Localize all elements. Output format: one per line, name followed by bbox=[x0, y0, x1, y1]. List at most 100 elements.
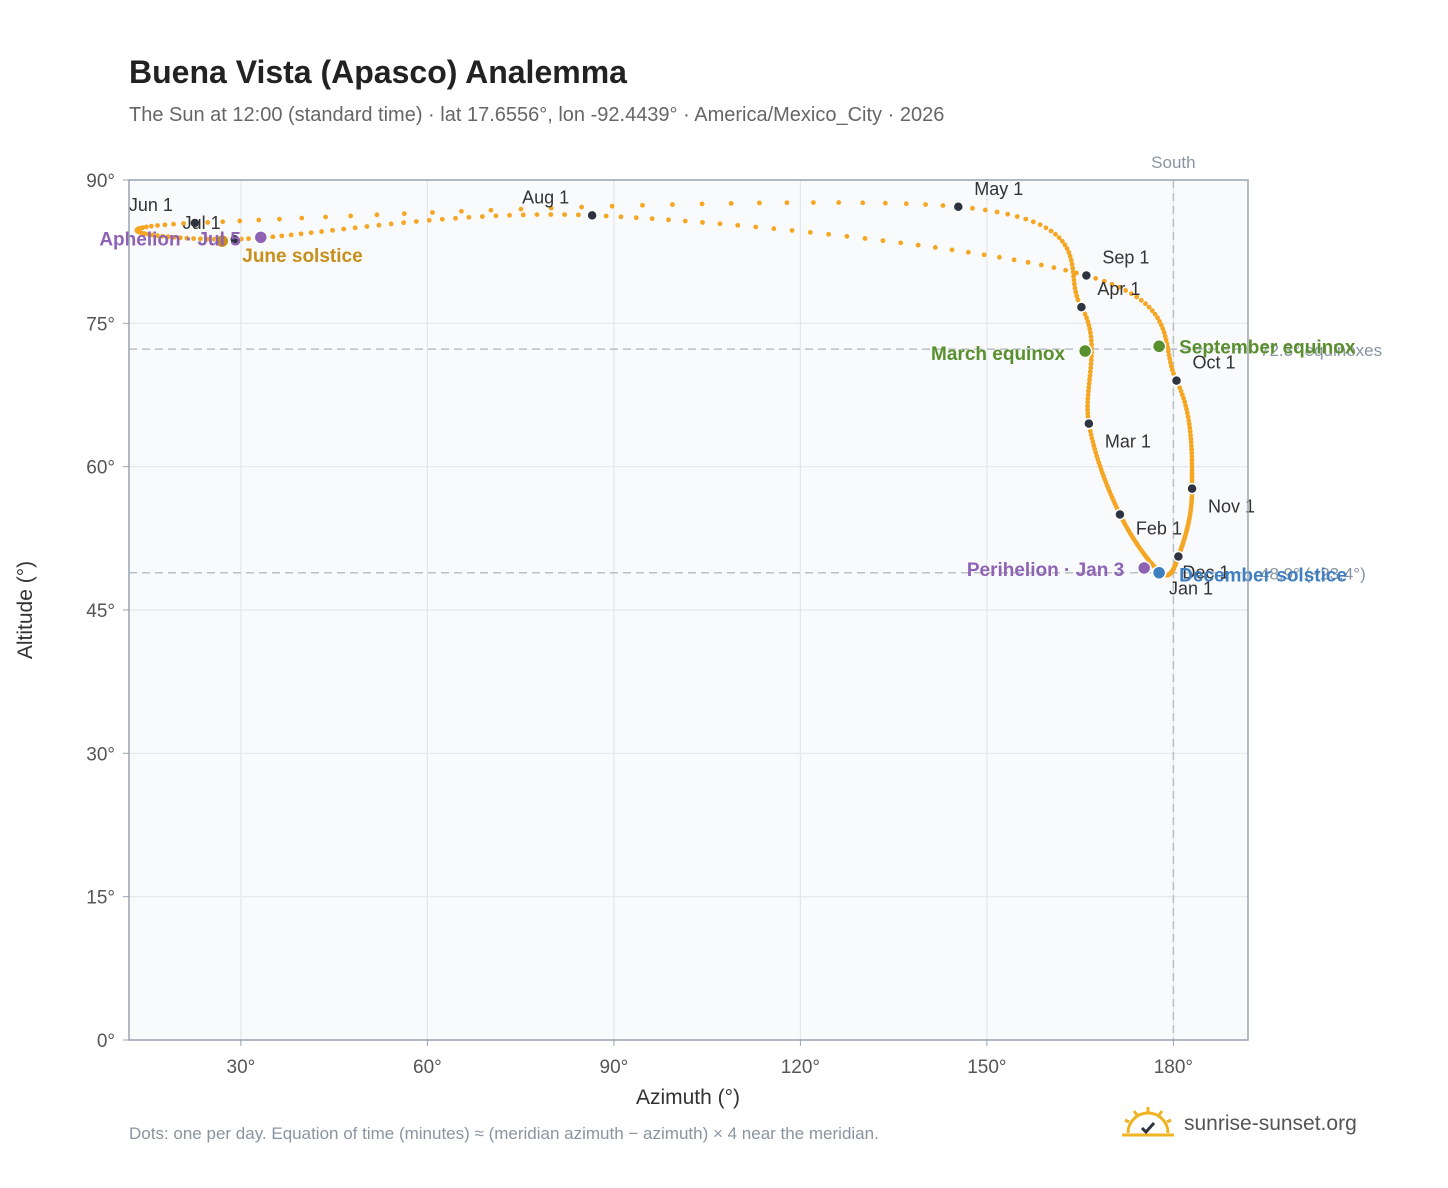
event-marker bbox=[215, 233, 230, 249]
daily-dot bbox=[949, 247, 955, 253]
month-label: Mar 1 bbox=[1105, 432, 1151, 452]
daily-dot bbox=[160, 233, 165, 239]
daily-dot bbox=[1187, 425, 1193, 431]
daily-dot bbox=[1086, 388, 1091, 394]
x-tick-label: 150° bbox=[967, 1057, 1006, 1078]
y-tick-label: 75° bbox=[86, 314, 115, 335]
daily-dot bbox=[940, 203, 946, 208]
daily-dot bbox=[603, 213, 609, 219]
x-tick-label: 180° bbox=[1154, 1057, 1193, 1078]
daily-dot bbox=[562, 212, 568, 218]
daily-dot bbox=[1087, 369, 1093, 375]
daily-dot bbox=[374, 212, 380, 218]
daily-dot bbox=[575, 212, 581, 218]
daily-dot bbox=[237, 218, 243, 224]
month-marker bbox=[1083, 417, 1095, 430]
daily-dot bbox=[1185, 414, 1191, 420]
daily-dot bbox=[757, 200, 762, 206]
daily-dot bbox=[376, 222, 382, 228]
daily-dot bbox=[171, 221, 176, 227]
month-marker bbox=[228, 233, 241, 245]
daily-dot bbox=[633, 215, 639, 221]
daily-dot bbox=[1160, 326, 1166, 332]
daily-dot bbox=[728, 200, 734, 206]
month-marker bbox=[586, 209, 598, 222]
daily-dot bbox=[970, 205, 975, 211]
month-marker bbox=[189, 217, 201, 229]
daily-dot bbox=[364, 224, 370, 229]
daily-dot bbox=[1071, 273, 1076, 279]
daily-dot bbox=[640, 202, 645, 208]
daily-dot bbox=[860, 200, 866, 206]
event-label: December solstice bbox=[1179, 566, 1347, 587]
month-label: Oct 1 bbox=[1193, 353, 1236, 373]
daily-dot bbox=[256, 217, 262, 223]
daily-dot bbox=[288, 232, 294, 238]
daily-dot bbox=[388, 221, 394, 227]
daily-dot bbox=[1073, 289, 1079, 295]
daily-dot bbox=[1084, 315, 1089, 321]
daily-dot bbox=[994, 209, 1000, 215]
chart-title: Buena Vista (Apasco) Analemma bbox=[129, 54, 627, 90]
daily-dot bbox=[826, 231, 832, 237]
daily-dot bbox=[1188, 436, 1194, 442]
month-marker bbox=[1114, 508, 1126, 521]
y-tick-label: 0° bbox=[97, 1031, 115, 1052]
daily-dot bbox=[1037, 222, 1043, 228]
daily-dot bbox=[1186, 421, 1192, 427]
daily-dot bbox=[1023, 216, 1029, 222]
daily-dot bbox=[1155, 315, 1160, 321]
daily-dot bbox=[323, 214, 328, 220]
daily-dot bbox=[1166, 352, 1172, 358]
daily-dot bbox=[191, 236, 196, 241]
daily-dot bbox=[579, 204, 585, 210]
daily-dot bbox=[1087, 373, 1093, 379]
daily-dot bbox=[965, 249, 971, 255]
daily-dot bbox=[1171, 371, 1176, 376]
daily-dot bbox=[1066, 250, 1072, 255]
daily-dot bbox=[1074, 270, 1079, 276]
daily-dot bbox=[1088, 338, 1094, 343]
daily-dot bbox=[330, 227, 335, 233]
daily-dot bbox=[1189, 450, 1195, 456]
daily-dot bbox=[862, 236, 868, 241]
daily-dot bbox=[1161, 330, 1167, 335]
brand[interactable]: sunrise-sunset.org bbox=[1120, 1104, 1357, 1144]
y-tick-label: 60° bbox=[86, 458, 115, 479]
sun-logo-icon bbox=[1120, 1105, 1176, 1144]
daily-dot bbox=[1068, 257, 1074, 263]
brand-name: sunrise-sunset.org bbox=[1184, 1112, 1357, 1135]
daily-dot bbox=[1051, 265, 1057, 271]
daily-dot bbox=[1025, 259, 1031, 265]
daily-dot bbox=[270, 234, 276, 240]
daily-dot bbox=[401, 220, 407, 226]
chart-subtitle: The Sun at 12:00 (standard time) · lat 1… bbox=[129, 104, 945, 126]
daily-dot bbox=[1158, 322, 1164, 328]
y-tick-label: 45° bbox=[86, 601, 115, 622]
daily-dot bbox=[1030, 219, 1036, 225]
daily-dot bbox=[155, 223, 160, 228]
daily-dot bbox=[1179, 392, 1185, 398]
daily-dot bbox=[1157, 319, 1162, 324]
daily-dot bbox=[453, 215, 458, 221]
month-marker bbox=[1186, 482, 1198, 495]
axes: 30° 60° 90° 120° 150° 180° 0° 15° 30° 45° 60° 75° 90… bbox=[86, 171, 1193, 1078]
month-label: May 1 bbox=[974, 179, 1023, 199]
daily-dot bbox=[1088, 330, 1093, 336]
daily-dot bbox=[1089, 342, 1094, 347]
daily-dot bbox=[150, 232, 156, 238]
daily-dot bbox=[171, 234, 177, 240]
daily-dot bbox=[1086, 381, 1092, 386]
daily-dot bbox=[430, 210, 435, 215]
daily-dot bbox=[903, 201, 909, 207]
event-marker bbox=[1077, 343, 1093, 359]
daily-dot bbox=[518, 206, 524, 212]
daily-dot bbox=[308, 230, 314, 236]
month-marker bbox=[1172, 550, 1185, 563]
daily-dot bbox=[1082, 311, 1088, 317]
daily-dot bbox=[1182, 399, 1188, 405]
month-label: Feb 1 bbox=[1136, 518, 1182, 538]
daily-dot bbox=[145, 231, 151, 237]
reference-line-label: 48.9° (−23.4°) bbox=[1260, 565, 1366, 584]
daily-dot bbox=[1189, 457, 1195, 463]
